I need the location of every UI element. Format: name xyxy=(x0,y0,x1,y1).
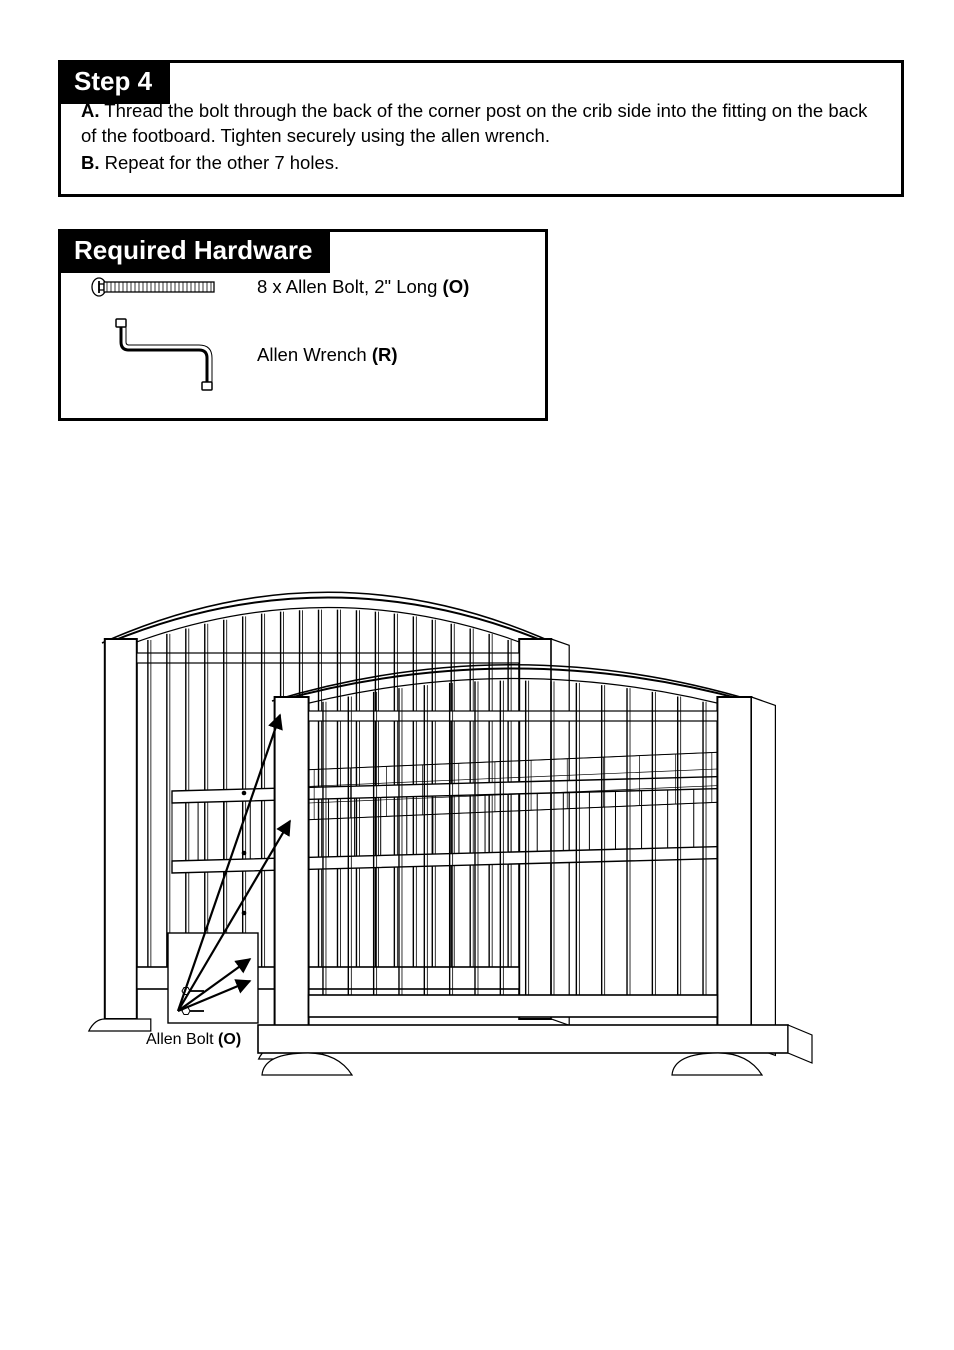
step-box: Step 4 A. Thread the bolt through the ba… xyxy=(58,60,904,197)
hardware-label-bolt-code: (O) xyxy=(443,276,470,297)
callout-code: (O) xyxy=(218,1031,241,1048)
bolt-icon xyxy=(79,272,239,302)
step-text-b: Repeat for the other 7 holes. xyxy=(100,152,340,173)
hardware-label-wrench: Allen Wrench (R) xyxy=(257,344,398,366)
callout-text: Allen Bolt xyxy=(146,1031,218,1048)
hardware-label-wrench-code: (R) xyxy=(372,344,398,365)
hardware-box: Required Hardware xyxy=(58,229,548,421)
wrench-icon xyxy=(79,316,239,394)
step-line-b: B. Repeat for the other 7 holes. xyxy=(81,151,881,176)
callout-allen-bolt: Allen Bolt (O) xyxy=(146,1031,241,1049)
page: Step 4 A. Thread the bolt through the ba… xyxy=(0,0,954,1146)
crib-illustration: Allen Bolt (O) xyxy=(58,491,904,1096)
hardware-label-wrench-text: Allen Wrench xyxy=(257,344,372,365)
step-tab: Step 4 xyxy=(58,60,170,104)
hardware-row-bolt: 8 x Allen Bolt, 2" Long (O) xyxy=(79,272,527,302)
hardware-row-wrench: Allen Wrench (R) xyxy=(79,316,527,394)
hardware-tab: Required Hardware xyxy=(58,229,330,273)
step-body: A. Thread the bolt through the back of t… xyxy=(81,99,881,176)
step-line-a: A. Thread the bolt through the back of t… xyxy=(81,99,881,149)
step-lead-b: B. xyxy=(81,152,100,173)
hardware-label-bolt-text: 8 x Allen Bolt, 2" Long xyxy=(257,276,443,297)
step-text-a: Thread the bolt through the back of the … xyxy=(81,100,867,146)
crib-svg xyxy=(58,491,898,1091)
hardware-label-bolt: 8 x Allen Bolt, 2" Long (O) xyxy=(257,276,469,298)
